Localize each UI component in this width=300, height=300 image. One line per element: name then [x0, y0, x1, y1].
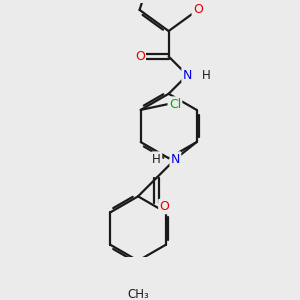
- Text: CH₃: CH₃: [127, 288, 149, 300]
- Text: O: O: [193, 3, 203, 16]
- Text: O: O: [159, 200, 169, 213]
- Text: H: H: [152, 152, 161, 166]
- Text: Cl: Cl: [169, 98, 181, 111]
- Text: N: N: [183, 69, 192, 82]
- Text: H: H: [202, 69, 210, 82]
- Text: O: O: [135, 50, 145, 63]
- Text: N: N: [171, 152, 180, 166]
